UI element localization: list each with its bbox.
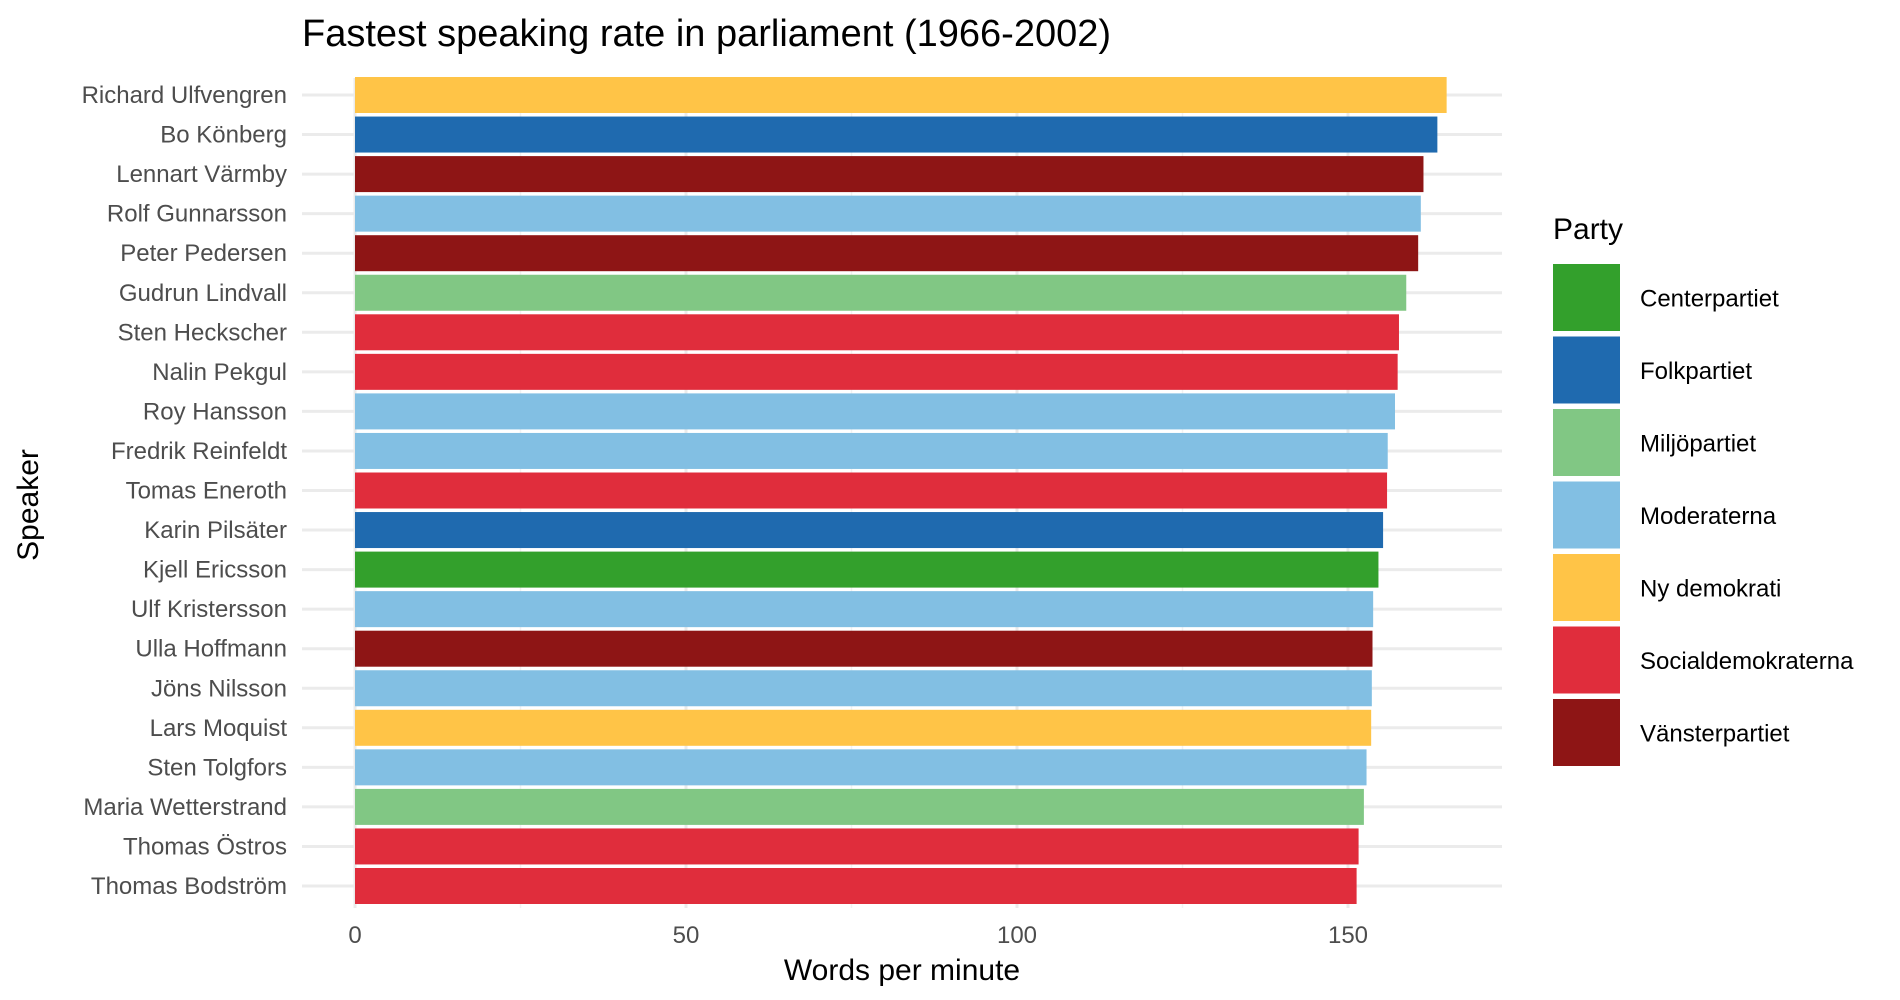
bar (355, 314, 1399, 351)
y-tick-label: Sten Heckscher (118, 319, 287, 346)
legend-label: Ny demokrati (1640, 576, 1781, 603)
bar (355, 393, 1396, 430)
legend-label: Centerpartiet (1640, 286, 1779, 313)
y-tick-label: Jöns Nilsson (151, 675, 287, 702)
legend-title: Party (1553, 213, 1623, 246)
legend-key (1553, 409, 1620, 476)
y-tick-label: Richard Ulfvengren (82, 82, 287, 109)
y-tick-label: Thomas Bodström (91, 873, 287, 900)
y-axis-title: Speaker (12, 449, 45, 561)
bar (355, 195, 1421, 232)
y-tick-label: Maria Wetterstrand (83, 794, 287, 821)
bar (355, 274, 1407, 311)
x-tick-label: 0 (348, 922, 361, 949)
legend-key (1553, 264, 1620, 331)
x-tick-label: 150 (1328, 922, 1368, 949)
legend-label: Vänsterpartiet (1640, 721, 1790, 748)
legend-label: Moderaterna (1640, 503, 1777, 530)
legend-label: Folkpartiet (1640, 358, 1752, 385)
y-tick-label: Kjell Ericsson (143, 557, 287, 584)
legend-label: Socialdemokraterna (1640, 648, 1854, 675)
bar (355, 670, 1372, 707)
y-tick-label: Sten Tolgfors (147, 754, 287, 781)
bar (355, 868, 1357, 904)
y-tick-label: Tomas Eneroth (126, 478, 287, 505)
bar (355, 512, 1384, 549)
bar (355, 77, 1447, 113)
legend-key (1553, 481, 1620, 549)
x-axis-title: Words per minute (784, 954, 1020, 987)
x-tick-label: 50 (673, 922, 700, 949)
x-tick-label: 100 (997, 922, 1037, 949)
y-tick-label: Lennart Värmby (116, 161, 287, 188)
chart-title: Fastest speaking rate in parliament (196… (302, 13, 1111, 55)
bar (355, 116, 1438, 153)
y-tick-label: Peter Pedersen (120, 240, 287, 267)
legend-key (1553, 336, 1620, 404)
bar (355, 749, 1367, 786)
legend-key (1553, 626, 1620, 694)
legend-key (1553, 699, 1620, 766)
bar (355, 472, 1388, 509)
bar (355, 709, 1372, 746)
y-tick-label: Roy Hansson (143, 398, 287, 425)
y-tick-label: Bo Könberg (160, 122, 287, 149)
legend-key (1553, 554, 1620, 621)
y-tick-label: Ulla Hoffmann (135, 636, 287, 663)
bar (355, 432, 1388, 469)
bars (355, 77, 1447, 904)
y-tick-label: Gudrun Lindvall (119, 280, 287, 307)
y-tick-labels: Richard Ulfvengren Bo Könberg Lennart Värm… (82, 82, 288, 900)
bar (355, 591, 1374, 628)
bar (355, 235, 1419, 272)
y-tick-label: Ulf Kristersson (131, 596, 287, 623)
y-tick-label: Lars Moquist (150, 715, 288, 742)
y-tick-label: Nalin Pekgul (152, 359, 287, 386)
bar (355, 551, 1379, 588)
legend: Party Centerpartiet Folkpartiet Miljöparti… (1553, 213, 1854, 766)
legend-label: Miljöpartiet (1640, 431, 1756, 458)
y-tick-label: Thomas Östros (123, 833, 287, 860)
y-tick-label: Rolf Gunnarsson (107, 201, 287, 228)
bar (355, 788, 1364, 825)
x-tick-labels: 0 50 100 150 (348, 922, 1368, 949)
y-tick-label: Karin Pilsäter (144, 517, 287, 544)
bar (355, 630, 1373, 667)
y-tick-label: Fredrik Reinfeldt (111, 438, 287, 465)
bar (355, 156, 1424, 193)
bar (355, 828, 1359, 865)
bar (355, 353, 1398, 390)
